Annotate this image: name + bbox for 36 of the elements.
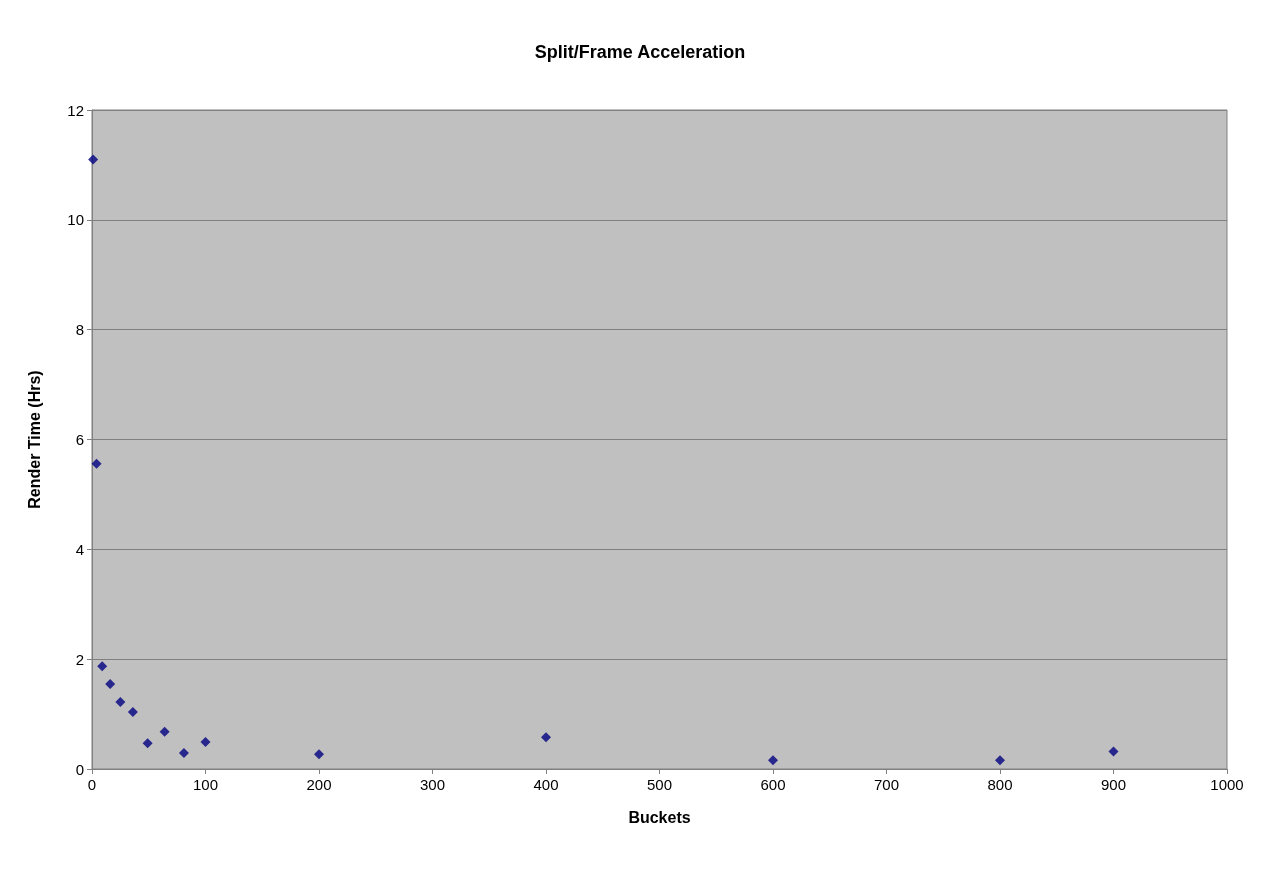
- point: [91, 458, 102, 469]
- point: [1108, 746, 1119, 757]
- x-tick-label: 0: [87, 776, 97, 793]
- y-tick-label: 6: [75, 431, 84, 448]
- x-axis-title: Buckets: [628, 808, 691, 826]
- x-tick-label: 400: [533, 776, 559, 793]
- point: [314, 749, 324, 760]
- x-tick-label: 100: [192, 776, 219, 793]
- chart-title: Split/Frame Acceleration: [534, 42, 746, 62]
- point: [178, 748, 189, 759]
- point: [159, 726, 170, 737]
- y-tick-label: 10: [67, 211, 84, 229]
- y-tick-label: 4: [75, 540, 84, 558]
- point: [995, 755, 1005, 766]
- x-tick-label: 900: [1100, 776, 1127, 793]
- point: [97, 661, 108, 672]
- x-tick-label: 1000: [1210, 776, 1244, 793]
- point: [768, 755, 778, 766]
- point: [127, 706, 138, 717]
- point: [142, 738, 153, 749]
- y-tick-label: 0: [75, 760, 84, 778]
- x-tick-label: 800: [987, 776, 1013, 793]
- x-tick-label: 500: [646, 776, 673, 793]
- x-tick-label: 200: [306, 776, 332, 793]
- point: [88, 154, 99, 165]
- point: [200, 737, 211, 748]
- x-tick-label: 700: [873, 776, 900, 793]
- x-tick-label: 600: [760, 776, 786, 793]
- y-tick-label: 8: [75, 321, 84, 339]
- y-axis-title: Render Time (Hrs): [25, 370, 43, 509]
- point: [541, 732, 551, 743]
- point: [105, 678, 116, 689]
- x-tick-label: 300: [419, 776, 446, 793]
- point: [115, 697, 126, 707]
- y-tick-label: 2: [75, 650, 84, 668]
- y-tick-label: 12: [67, 101, 84, 119]
